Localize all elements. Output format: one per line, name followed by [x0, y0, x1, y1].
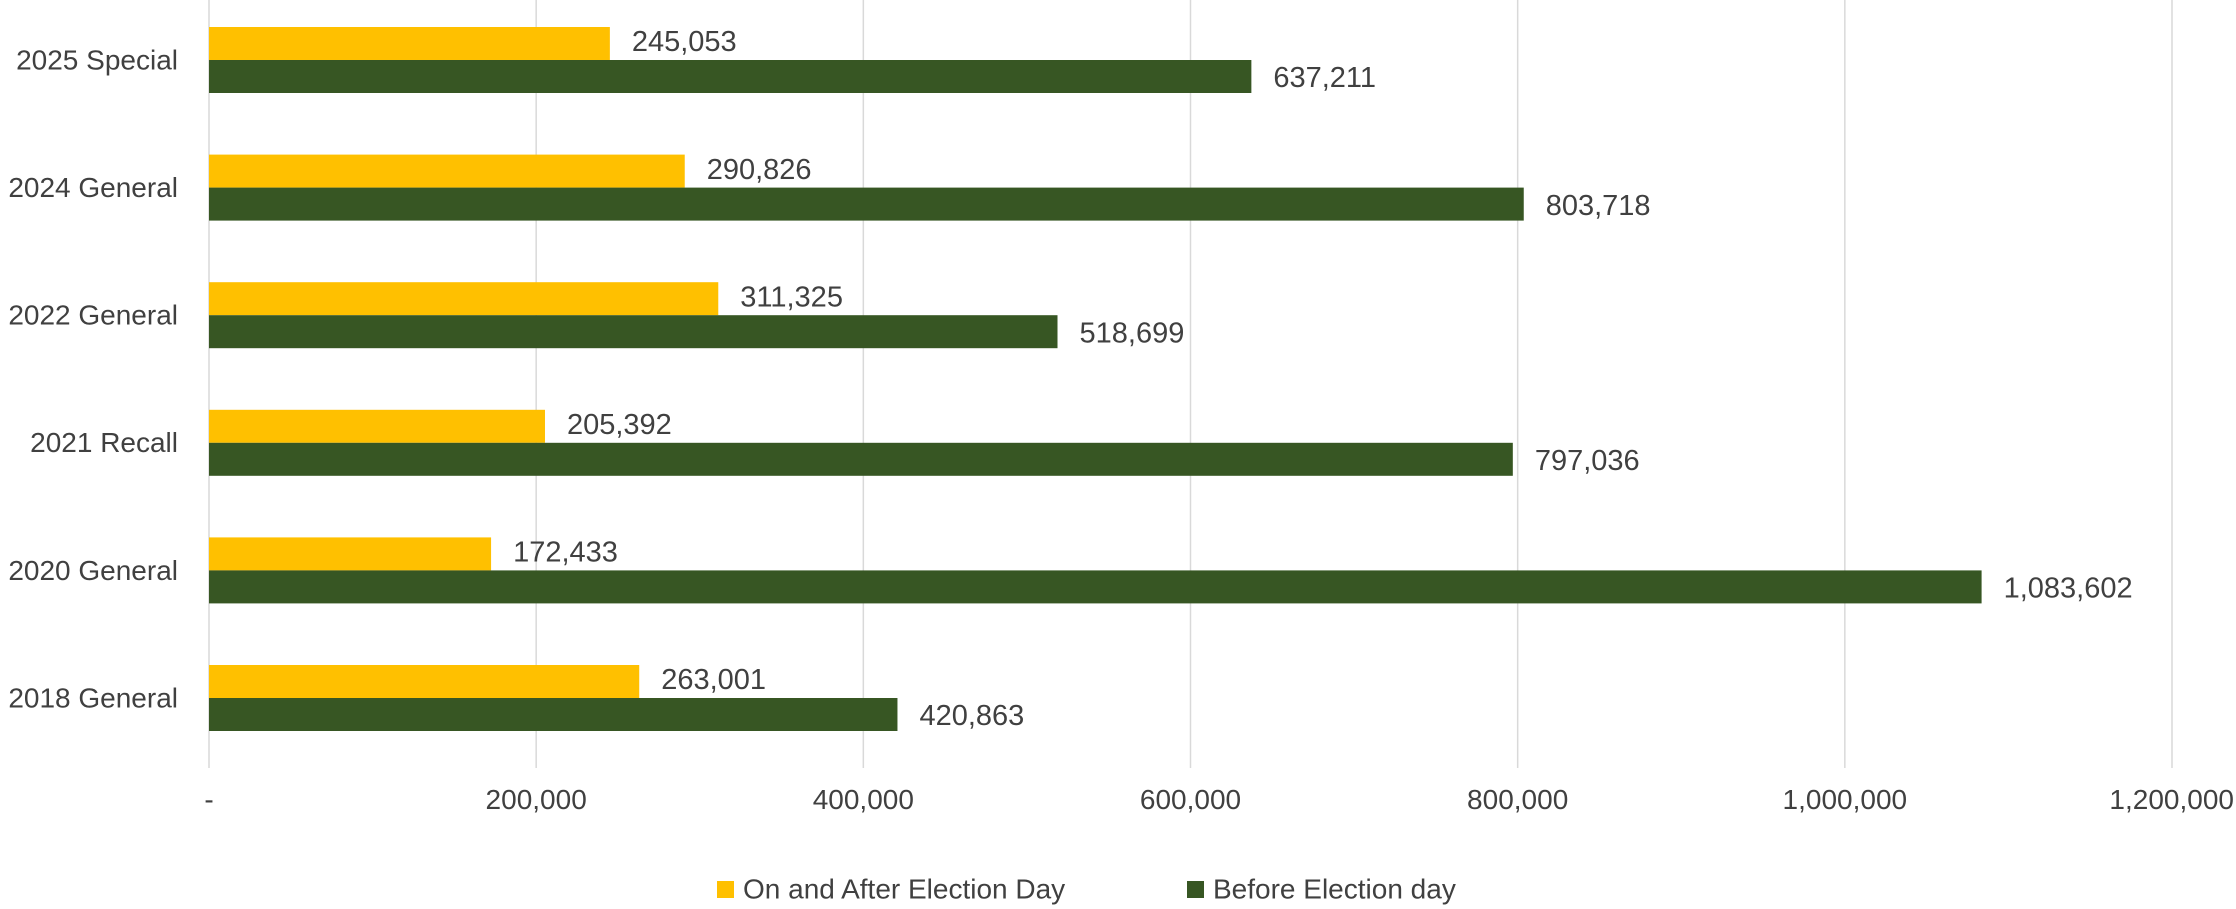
- data-label: 172,433: [513, 537, 618, 569]
- tick-label: 400,000: [813, 784, 914, 815]
- data-label: 518,699: [1080, 317, 1185, 349]
- tick-label: 800,000: [1467, 784, 1568, 815]
- bar: [209, 665, 640, 698]
- data-label: 420,863: [919, 700, 1024, 732]
- data-label: 797,036: [1535, 445, 1640, 477]
- bar: [209, 27, 610, 60]
- legend-swatch: [717, 881, 734, 898]
- legend-swatch: [1187, 881, 1204, 898]
- bar: [209, 409, 545, 443]
- data-label: 637,211: [1273, 62, 1376, 94]
- tick-label: 200,000: [486, 784, 587, 815]
- tick-label: 1,200,000: [2109, 784, 2234, 815]
- bars: [209, 27, 1982, 731]
- bar: [209, 315, 1058, 349]
- bar: [209, 698, 898, 731]
- data-label: 1,083,602: [2004, 573, 2133, 605]
- category-label: 2021 Recall: [30, 427, 178, 458]
- bar: [209, 537, 492, 571]
- tick-label: 600,000: [1140, 784, 1241, 815]
- data-label: 311,325: [740, 281, 843, 313]
- legend: On and After Election Day Before Election…: [717, 873, 1456, 904]
- legend-label: Before Election day: [1213, 873, 1456, 904]
- category-label: 2025 Special: [16, 44, 178, 75]
- bar: [209, 282, 719, 316]
- data-label: 245,053: [632, 26, 737, 58]
- data-label: 263,001: [661, 664, 766, 696]
- category-labels: 2025 Special 2024 General 2022 General 2021…: [8, 44, 178, 713]
- gridlines: [208, 0, 2173, 768]
- data-label: 205,392: [567, 409, 672, 441]
- bar: [209, 154, 685, 188]
- category-label: 2020 General: [8, 555, 178, 586]
- bar: [209, 187, 1524, 221]
- category-label: 2024 General: [8, 172, 178, 203]
- bar: [209, 570, 1982, 604]
- legend-label: On and After Election Day: [743, 873, 1065, 904]
- bar: [209, 442, 1513, 476]
- x-axis-tick-labels: - 200,000 400,000 600,000 800,000 1,000,000 1,…: [204, 784, 2234, 815]
- data-label: 290,826: [707, 154, 812, 186]
- category-label: 2022 General: [8, 300, 178, 331]
- tick-label: -: [204, 784, 213, 815]
- category-label: 2018 General: [8, 682, 178, 713]
- data-labels: 245,053 637,211 290,826 803,718 311,325 518,6…: [513, 26, 2133, 732]
- bar: [209, 60, 1252, 93]
- data-label: 803,718: [1546, 190, 1651, 222]
- tick-label: 1,000,000: [1783, 784, 1908, 815]
